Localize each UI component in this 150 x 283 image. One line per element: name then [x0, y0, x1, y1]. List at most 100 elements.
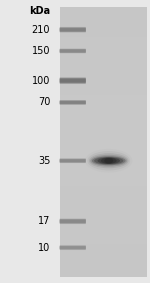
Text: kDa: kDa	[29, 6, 50, 16]
Text: 35: 35	[38, 156, 50, 166]
FancyBboxPatch shape	[60, 77, 86, 84]
Bar	[60, 156, 147, 159]
Ellipse shape	[101, 158, 117, 164]
Bar	[60, 105, 147, 108]
FancyBboxPatch shape	[60, 78, 86, 83]
FancyBboxPatch shape	[60, 218, 86, 224]
Bar	[60, 159, 147, 162]
FancyBboxPatch shape	[60, 101, 86, 104]
Text: 10: 10	[38, 243, 50, 253]
Ellipse shape	[92, 156, 126, 165]
Bar	[60, 274, 147, 277]
Ellipse shape	[89, 153, 129, 168]
Bar	[60, 220, 147, 223]
Bar	[60, 125, 147, 129]
FancyBboxPatch shape	[60, 49, 86, 53]
FancyBboxPatch shape	[60, 219, 86, 224]
Bar	[60, 247, 147, 250]
Bar	[60, 203, 147, 206]
Bar	[60, 132, 147, 136]
Bar	[60, 65, 147, 68]
FancyBboxPatch shape	[60, 158, 86, 163]
FancyBboxPatch shape	[60, 78, 86, 83]
Ellipse shape	[94, 157, 123, 164]
FancyBboxPatch shape	[60, 49, 86, 53]
Bar	[60, 213, 147, 216]
Bar	[60, 206, 147, 210]
Bar	[60, 91, 147, 95]
Bar	[60, 149, 147, 152]
Ellipse shape	[98, 158, 120, 164]
Bar	[60, 7, 147, 277]
Ellipse shape	[104, 158, 113, 164]
Ellipse shape	[85, 149, 132, 173]
Bar	[60, 85, 147, 88]
Bar	[60, 240, 147, 244]
FancyBboxPatch shape	[60, 159, 86, 162]
FancyBboxPatch shape	[60, 27, 86, 33]
Bar	[60, 115, 147, 119]
Bar	[60, 7, 147, 10]
Bar	[60, 145, 147, 149]
FancyBboxPatch shape	[60, 220, 86, 223]
Text: 210: 210	[32, 25, 50, 35]
Bar	[60, 41, 147, 44]
Text: 17: 17	[38, 216, 50, 226]
Bar	[60, 14, 147, 17]
Text: 70: 70	[38, 97, 50, 108]
FancyBboxPatch shape	[60, 220, 86, 223]
Bar	[60, 179, 147, 183]
FancyBboxPatch shape	[60, 219, 86, 224]
Bar	[60, 183, 147, 186]
Ellipse shape	[90, 155, 127, 167]
FancyBboxPatch shape	[60, 101, 86, 104]
FancyBboxPatch shape	[60, 100, 86, 104]
Bar	[60, 129, 147, 132]
Bar	[60, 108, 147, 112]
FancyBboxPatch shape	[60, 50, 86, 52]
Bar	[60, 210, 147, 213]
Bar	[60, 166, 147, 169]
Bar	[60, 186, 147, 190]
Bar	[60, 142, 147, 145]
Bar	[60, 162, 147, 166]
Bar	[60, 75, 147, 78]
Bar	[60, 264, 147, 267]
Bar	[60, 61, 147, 65]
Bar	[60, 227, 147, 230]
Bar	[60, 190, 147, 193]
FancyBboxPatch shape	[60, 28, 86, 31]
Ellipse shape	[87, 151, 130, 170]
Bar	[60, 112, 147, 115]
FancyBboxPatch shape	[60, 49, 86, 53]
Bar	[60, 98, 147, 102]
Bar	[60, 237, 147, 240]
FancyBboxPatch shape	[60, 49, 86, 53]
Bar	[60, 31, 147, 34]
FancyBboxPatch shape	[60, 100, 86, 105]
Bar	[60, 95, 147, 98]
FancyBboxPatch shape	[60, 79, 86, 82]
FancyBboxPatch shape	[60, 160, 86, 162]
Bar	[60, 122, 147, 125]
Bar	[60, 34, 147, 37]
FancyBboxPatch shape	[60, 27, 86, 32]
Bar	[60, 78, 147, 82]
Bar	[60, 152, 147, 156]
Bar	[60, 200, 147, 203]
Bar	[60, 244, 147, 247]
Bar	[60, 44, 147, 48]
Bar	[60, 257, 147, 260]
Bar	[60, 176, 147, 179]
Bar	[60, 260, 147, 264]
Bar	[60, 136, 147, 139]
FancyBboxPatch shape	[60, 246, 86, 249]
Bar	[60, 48, 147, 51]
Bar	[60, 250, 147, 254]
Text: 150: 150	[32, 46, 50, 56]
Bar	[60, 254, 147, 257]
FancyBboxPatch shape	[60, 245, 86, 250]
Bar	[60, 88, 147, 91]
FancyBboxPatch shape	[60, 27, 86, 32]
FancyBboxPatch shape	[60, 246, 86, 250]
